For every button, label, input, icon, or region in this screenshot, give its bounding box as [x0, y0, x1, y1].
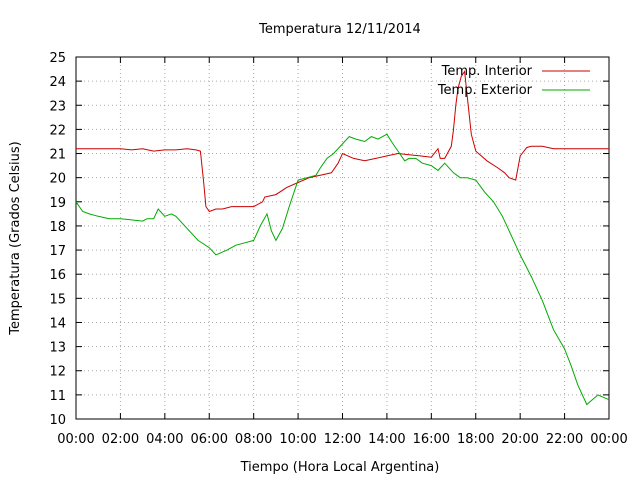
y-axis-ticks: 10 11 12 13 14 15 16 17 18 19 20 21 22 23 24 25 — [49, 51, 609, 428]
y-tick-label: 17 — [49, 244, 66, 259]
y-axis-label: Temperatura (Grados Celsius) — [8, 141, 23, 335]
y-tick-label: 22 — [49, 123, 66, 138]
y-tick-label: 23 — [49, 99, 66, 114]
y-tick-label: 20 — [49, 172, 66, 187]
x-tick-label: 06:00 — [191, 432, 228, 447]
y-tick-label: 15 — [49, 292, 66, 307]
x-tick-label: 12:00 — [324, 432, 361, 447]
y-tick-label: 25 — [49, 51, 66, 66]
y-tick-label: 24 — [49, 75, 66, 90]
x-tick-label: 22:00 — [546, 432, 583, 447]
series-line-interior — [76, 70, 609, 213]
chart-title: Temperatura 12/11/2014 — [258, 22, 421, 37]
legend-label-exterior: Temp. Exterior — [437, 83, 533, 98]
y-tick-label: 11 — [49, 389, 66, 404]
y-tick-label: 16 — [49, 268, 66, 283]
grid — [76, 57, 609, 419]
series-line-exterior — [75, 133, 610, 406]
y-tick-label: 21 — [49, 148, 66, 163]
x-tick-label: 10:00 — [279, 432, 316, 447]
x-tick-label: 04:00 — [146, 432, 183, 447]
series-lines — [75, 70, 610, 406]
x-tick-label: 00:00 — [590, 432, 627, 447]
x-tick-label: 08:00 — [235, 432, 272, 447]
y-tick-label: 10 — [49, 413, 66, 428]
x-axis-label: Tiempo (Hora Local Argentina) — [240, 460, 440, 475]
y-tick-label: 14 — [49, 316, 66, 331]
x-tick-label: 20:00 — [501, 432, 538, 447]
x-tick-label: 14:00 — [368, 432, 405, 447]
x-tick-label: 18:00 — [457, 432, 494, 447]
y-tick-label: 12 — [49, 365, 66, 380]
y-tick-label: 19 — [49, 196, 66, 211]
x-tick-label: 00:00 — [57, 432, 94, 447]
legend-label-interior: Temp. Interior — [441, 64, 533, 79]
x-tick-label: 16:00 — [413, 432, 450, 447]
y-tick-label: 18 — [49, 220, 66, 235]
legend: Temp. Interior Temp. Exterior — [437, 64, 590, 98]
x-tick-label: 02:00 — [102, 432, 139, 447]
y-tick-label: 13 — [49, 341, 66, 356]
x-axis-ticks: 00:00 02:00 04:00 06:00 08:00 10:00 12:00 14:00… — [57, 57, 628, 447]
